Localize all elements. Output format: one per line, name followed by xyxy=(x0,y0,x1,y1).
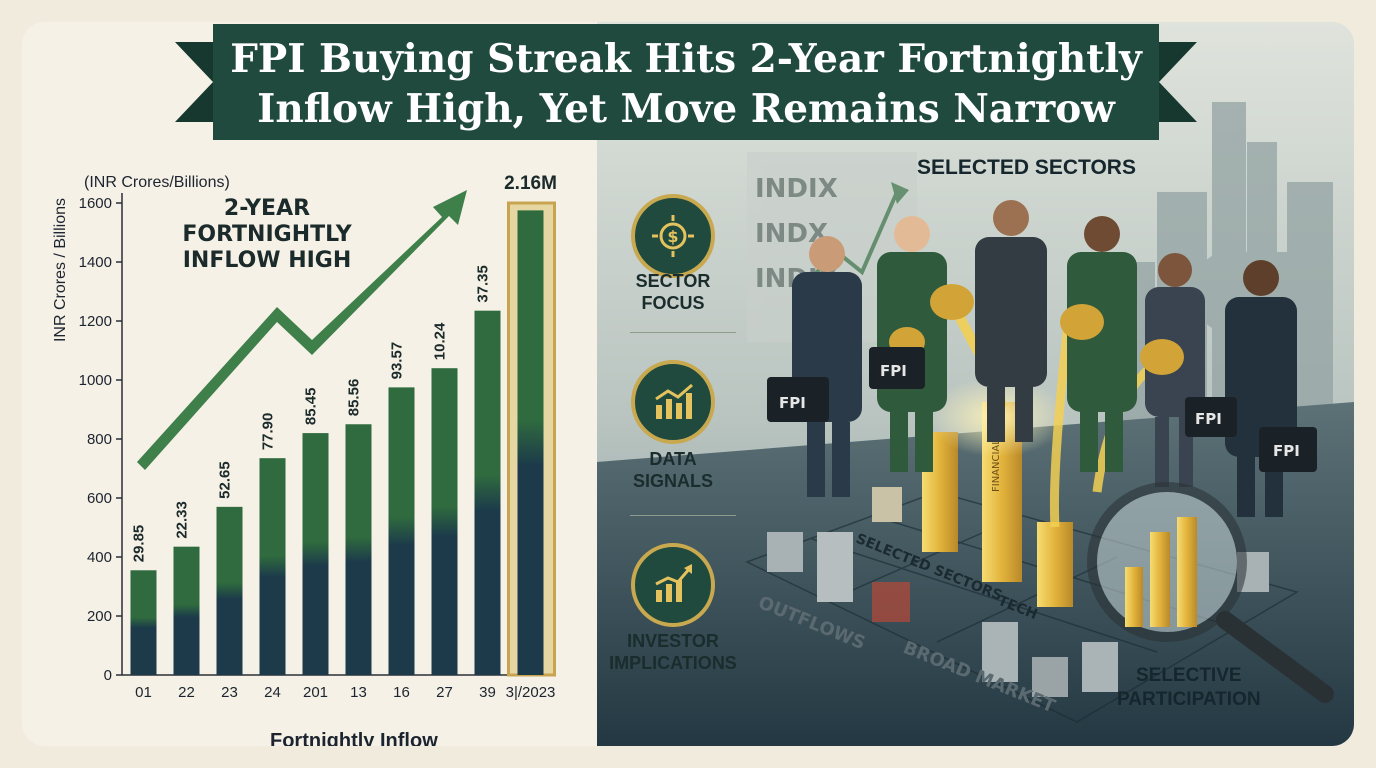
svg-text:$: $ xyxy=(667,227,678,246)
sidebar-label-investor-implications: INVESTOR IMPLICATIONS xyxy=(609,631,737,673)
y-tick-label: 200 xyxy=(87,608,112,625)
growth-chart-icon xyxy=(631,543,715,627)
bar-chart-icon xyxy=(631,360,715,444)
briefcase-label-2: FPI xyxy=(880,362,907,380)
magnifying-glass-icon xyxy=(1087,482,1334,703)
x-tick-label: 24 xyxy=(264,684,281,701)
board-text-1: INDIX xyxy=(755,174,838,204)
briefcase-label-1: FPI xyxy=(779,394,806,412)
briefcase-label-4: FPI xyxy=(1273,442,1300,460)
bar xyxy=(388,387,415,675)
x-tick-label: 3|/2023 xyxy=(506,684,556,701)
x-tick-label: 201 xyxy=(303,684,328,701)
x-tick-label: 13 xyxy=(350,684,367,701)
y-tick-label: 1200 xyxy=(79,313,112,330)
x-tick-label: 27 xyxy=(436,684,453,701)
bar-value-label: 2.16M xyxy=(504,173,557,194)
bar-value-label: 10.24 xyxy=(432,322,449,360)
x-tick-label: 23 xyxy=(221,684,238,701)
scene-artwork: INDIX INDX INDIX xyxy=(597,22,1354,746)
x-tick-label: 22 xyxy=(178,684,195,701)
scene-illustration: INDIX INDX INDIX xyxy=(597,22,1354,746)
sidebar-divider xyxy=(630,332,736,333)
y-tick-label: 1000 xyxy=(79,372,112,389)
bar xyxy=(431,368,458,675)
bar xyxy=(130,570,157,675)
bar-value-label: 22.33 xyxy=(174,501,191,539)
chart-annotation: 2-YEAR FORTNIGHTLY INFLOW HIGH xyxy=(182,196,352,273)
y-tick-label: 600 xyxy=(87,490,112,507)
bar xyxy=(345,424,372,675)
bar xyxy=(474,310,501,675)
selected-sectors-heading: SELECTED SECTORS xyxy=(917,156,1136,179)
bar-value-label: 85.56 xyxy=(346,379,363,417)
bar xyxy=(259,458,286,675)
infographic-card: INDIX INDX INDIX xyxy=(22,22,1354,746)
grey-cubes xyxy=(767,487,1269,697)
coin-gear-icon: $ xyxy=(631,194,715,278)
sidebar-label-sector-focus: SECTOR FOCUS xyxy=(635,271,711,313)
bar-chart: 0 200 400 600 800 1000 1200 1400 1600 2-YEAR FORTN… xyxy=(79,173,557,701)
y-tick-label: 0 xyxy=(104,667,112,684)
y-tick-label: 800 xyxy=(87,431,112,448)
sidebar-label-data-signals: DATA SIGNALS xyxy=(632,449,713,491)
page-title: FPI Buying Streak Hits 2-Year Fortnightl… xyxy=(230,36,1142,132)
pillar-label: FINANCIALE xyxy=(991,433,1002,492)
chart-unit-note: (INR Crores/Billions) xyxy=(84,174,230,191)
bar-value-label: 37.35 xyxy=(475,265,492,303)
bar-value-label: 85.45 xyxy=(303,388,320,426)
bar xyxy=(216,506,243,675)
x-tick-label: 39 xyxy=(479,684,496,701)
x-axis-title: Fortnightly Inflow xyxy=(270,730,438,746)
x-tick-label: 01 xyxy=(135,684,152,701)
y-axis-title: INR Crores / Billions xyxy=(52,197,69,343)
y-tick-label: 400 xyxy=(87,549,112,566)
title-banner: FPI Buying Streak Hits 2-Year Fortnightl… xyxy=(175,24,1197,140)
banner-fold-left xyxy=(175,42,213,122)
bar-value-label: 52.65 xyxy=(217,461,234,499)
bar-value-label: 93.57 xyxy=(389,342,406,380)
banner-fold-right xyxy=(1159,42,1197,122)
bar xyxy=(517,210,544,675)
bar xyxy=(302,433,329,675)
bar-value-label: 77.90 xyxy=(260,413,277,451)
bar-value-label: 29.85 xyxy=(131,525,148,563)
briefcase-label-3: FPI xyxy=(1195,410,1222,428)
fpi-briefcases xyxy=(767,347,1317,472)
sidebar-divider xyxy=(630,515,736,516)
y-tick-label: 1400 xyxy=(79,254,112,271)
bar xyxy=(173,546,200,675)
x-tick-label: 16 xyxy=(393,684,410,701)
selective-participation-label: SELECTIVE PARTICIPATION xyxy=(1117,665,1261,710)
y-tick-label: 1600 xyxy=(79,195,112,212)
